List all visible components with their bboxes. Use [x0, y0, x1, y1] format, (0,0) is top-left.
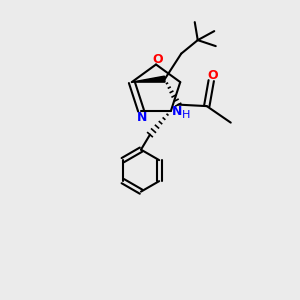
Text: N: N: [137, 111, 148, 124]
Text: O: O: [152, 52, 163, 66]
Text: H: H: [182, 110, 190, 120]
Polygon shape: [132, 76, 165, 82]
Text: O: O: [207, 69, 218, 82]
Text: N: N: [172, 105, 182, 118]
